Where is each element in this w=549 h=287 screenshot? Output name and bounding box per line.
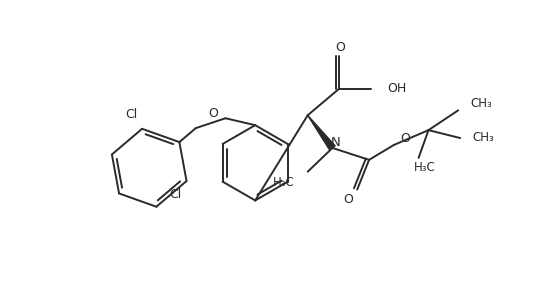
Text: Cl: Cl: [169, 189, 182, 201]
Text: O: O: [343, 193, 353, 206]
Text: CH₃: CH₃: [472, 131, 494, 144]
Text: Cl: Cl: [125, 108, 137, 121]
Text: O: O: [209, 107, 219, 120]
Text: OH: OH: [387, 82, 406, 95]
Text: H₃C: H₃C: [413, 161, 435, 174]
Text: N: N: [330, 135, 340, 148]
Text: O: O: [400, 131, 410, 145]
Text: O: O: [335, 41, 345, 55]
Text: CH₃: CH₃: [470, 97, 492, 110]
Text: H₃C: H₃C: [273, 176, 295, 189]
Polygon shape: [307, 115, 335, 150]
